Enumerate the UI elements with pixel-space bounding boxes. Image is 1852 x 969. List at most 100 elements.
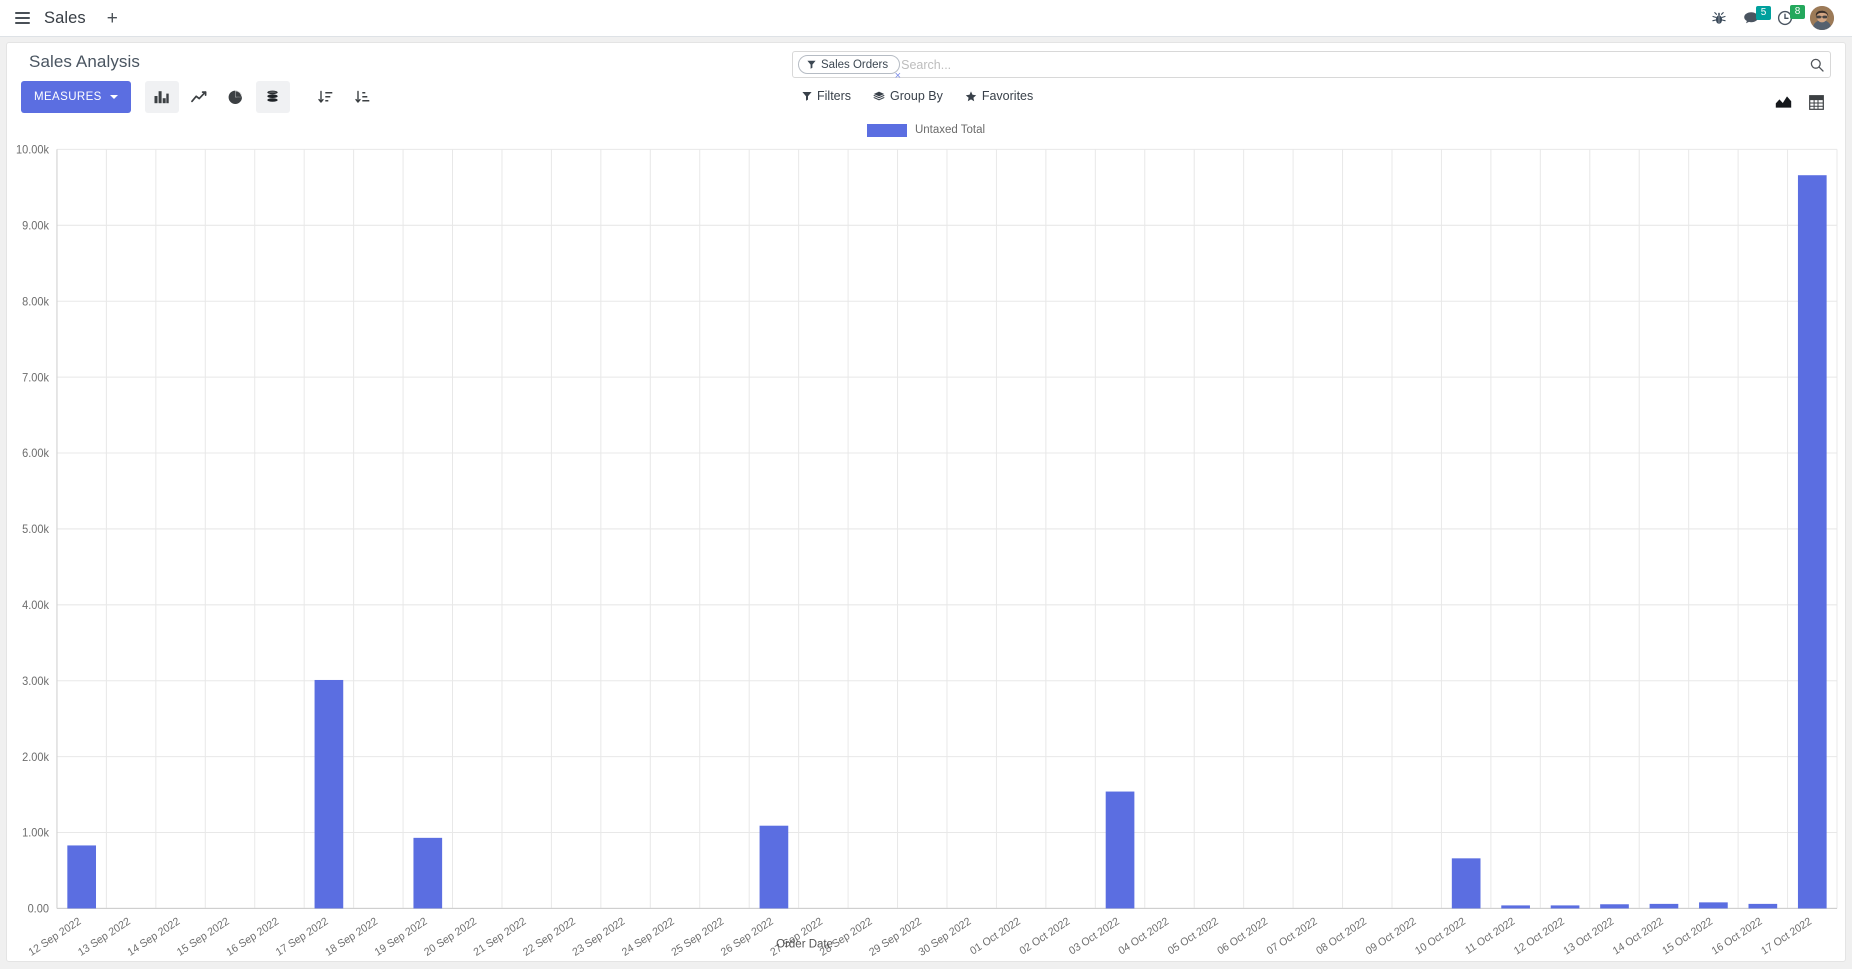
app-name-sales[interactable]: Sales [44,8,86,27]
legend-swatch-untaxed-total [866,123,907,137]
x-tick-label: 20 Sep 2022 [422,915,479,959]
bar-35[interactable] [1797,175,1827,909]
bar-7[interactable] [413,837,443,909]
bar-31[interactable] [1600,904,1629,909]
x-tick-label: 10 Oct 2022 [1413,915,1468,957]
y-tick-label: 3.00k [22,676,49,688]
x-tick-label: 29 Sep 2022 [867,915,924,959]
sort-descending-icon[interactable] [309,81,343,113]
x-tick-label: 23 Sep 2022 [571,915,628,959]
bar-33[interactable] [1699,902,1728,909]
activities-badge: 8 [1790,5,1805,19]
sales-analysis-card: Sales Analysis MEASURES [6,42,1846,962]
x-tick-label: 01 Oct 2022 [968,915,1023,957]
control-panel-left: MEASURES [21,81,380,113]
y-tick-label: 7.00k [22,372,49,384]
y-tick-label: 2.00k [22,752,49,764]
x-tick-label: 02 Oct 2022 [1018,915,1073,957]
x-tick-label: 13 Sep 2022 [76,915,133,959]
x-tick-label: 30 Sep 2022 [917,915,974,959]
x-tick-label: 26 Sep 2022 [719,915,776,959]
bar-14[interactable] [759,825,789,909]
control-panel: Sales Analysis MEASURES [7,43,1845,113]
group-by-button[interactable]: Group By [873,89,943,103]
measures-label: MEASURES [34,91,102,103]
x-tick-label: 25 Sep 2022 [669,915,726,959]
star-icon [965,90,977,101]
facet-remove-icon[interactable]: × [894,70,902,82]
bar-21[interactable] [1105,791,1135,909]
x-tick-label: 08 Oct 2022 [1314,915,1369,957]
bar-29[interactable] [1501,905,1530,909]
x-tick-label: 03 Oct 2022 [1067,915,1122,957]
new-tab-button[interactable]: + [106,7,118,29]
y-tick-label: 9.00k [22,220,49,232]
x-tick-label: 04 Oct 2022 [1116,915,1171,957]
search-bar[interactable]: Sales Orders × [792,51,1831,82]
x-tick-label: 09 Oct 2022 [1364,915,1419,957]
filters-button[interactable]: Filters [802,89,851,103]
bar-chart-icon[interactable] [144,81,179,113]
x-tick-label: 07 Oct 2022 [1265,915,1320,957]
chart-plot-area[interactable]: 0.00 1.00k 2.00k 3.00k 4.00k 5.00k 6.00k 7.00k 8… [7,141,1845,961]
y-tick-label: 8.00k [22,296,49,308]
search-facet-sales-orders[interactable]: Sales Orders × [798,55,901,82]
sort-ascending-icon[interactable] [346,81,380,113]
messages-badge: 5 [1756,5,1771,20]
x-tick-label: 21 Sep 2022 [472,915,529,959]
navbar-left: Sales + [9,5,126,31]
search-tools: Filters Group By Fav [792,89,1831,103]
navbar-right: 5 8 [1712,5,1838,30]
search-input[interactable] [900,56,1804,73]
bar-0[interactable] [67,845,97,909]
activities-clock-icon[interactable]: 8 [1777,5,1805,26]
stacked-icon[interactable] [255,81,290,113]
chart-type-group [144,81,380,113]
favorites-label: Favorites [981,89,1034,103]
hamburger-menu-icon[interactable] [9,5,35,31]
measures-button[interactable]: MEASURES [21,81,131,113]
x-tick-label: 13 Oct 2022 [1561,915,1616,957]
bar-32[interactable] [1649,903,1679,909]
messages-icon[interactable]: 5 [1743,5,1771,26]
view-switcher [1768,89,1831,115]
x-tick-label: 06 Oct 2022 [1215,915,1270,957]
bar-chart-canvas[interactable]: 0.00 1.00k 2.00k 3.00k 4.00k 5.00k 6.00k 7.00k 8… [7,141,1845,961]
x-tick-label: 11 Oct 2022 [1463,915,1517,957]
favorites-button[interactable]: Favorites [965,89,1033,103]
top-navbar: Sales + 5 8 [0,0,1852,37]
pivot-view-icon[interactable] [1801,89,1831,115]
bar-5[interactable] [314,679,344,909]
pie-chart-icon[interactable] [219,81,253,113]
graph-view-icon[interactable] [1768,89,1798,115]
bar-28[interactable] [1451,858,1481,909]
x-tick-label: 16 Oct 2022 [1710,915,1765,957]
y-tick-label: 5.00k [22,524,49,536]
graph-renderer: Untaxed Total 0.00 1.00k 2.00k 3.00k 4.00k 5.… [7,119,1845,961]
x-tick-label: 05 Oct 2022 [1166,915,1221,957]
x-tick-label: 22 Sep 2022 [521,915,578,959]
magnifier-icon[interactable] [1804,58,1824,72]
filter-funnel-icon [807,60,816,69]
page-body: Sales Analysis MEASURES [0,42,1852,969]
legend-label-untaxed-total: Untaxed Total [914,124,986,136]
bar-34[interactable] [1748,903,1778,909]
filter-funnel-icon [802,92,812,101]
x-tick-label: 16 Sep 2022 [224,915,281,959]
filters-label: Filters [817,89,852,103]
x-tick-label: 19 Sep 2022 [373,915,430,959]
line-chart-icon[interactable] [182,81,216,113]
x-axis-title: Order Date [776,937,833,950]
search-panel: Sales Orders × [792,51,1831,103]
chevron-down-icon [109,95,118,99]
x-tick-label: 17 Sep 2022 [274,915,331,959]
x-tick-label: 17 Oct 2022 [1759,915,1814,957]
user-avatar[interactable] [1810,6,1834,30]
layers-icon [873,91,885,100]
control-panel-row: MEASURES [21,81,1831,113]
x-tick-label: 24 Sep 2022 [620,915,677,959]
x-tick-label: 14 Oct 2022 [1611,915,1666,957]
x-tick-label: 18 Sep 2022 [323,915,380,959]
bug-icon[interactable] [1712,11,1726,26]
bar-30[interactable] [1550,905,1580,909]
